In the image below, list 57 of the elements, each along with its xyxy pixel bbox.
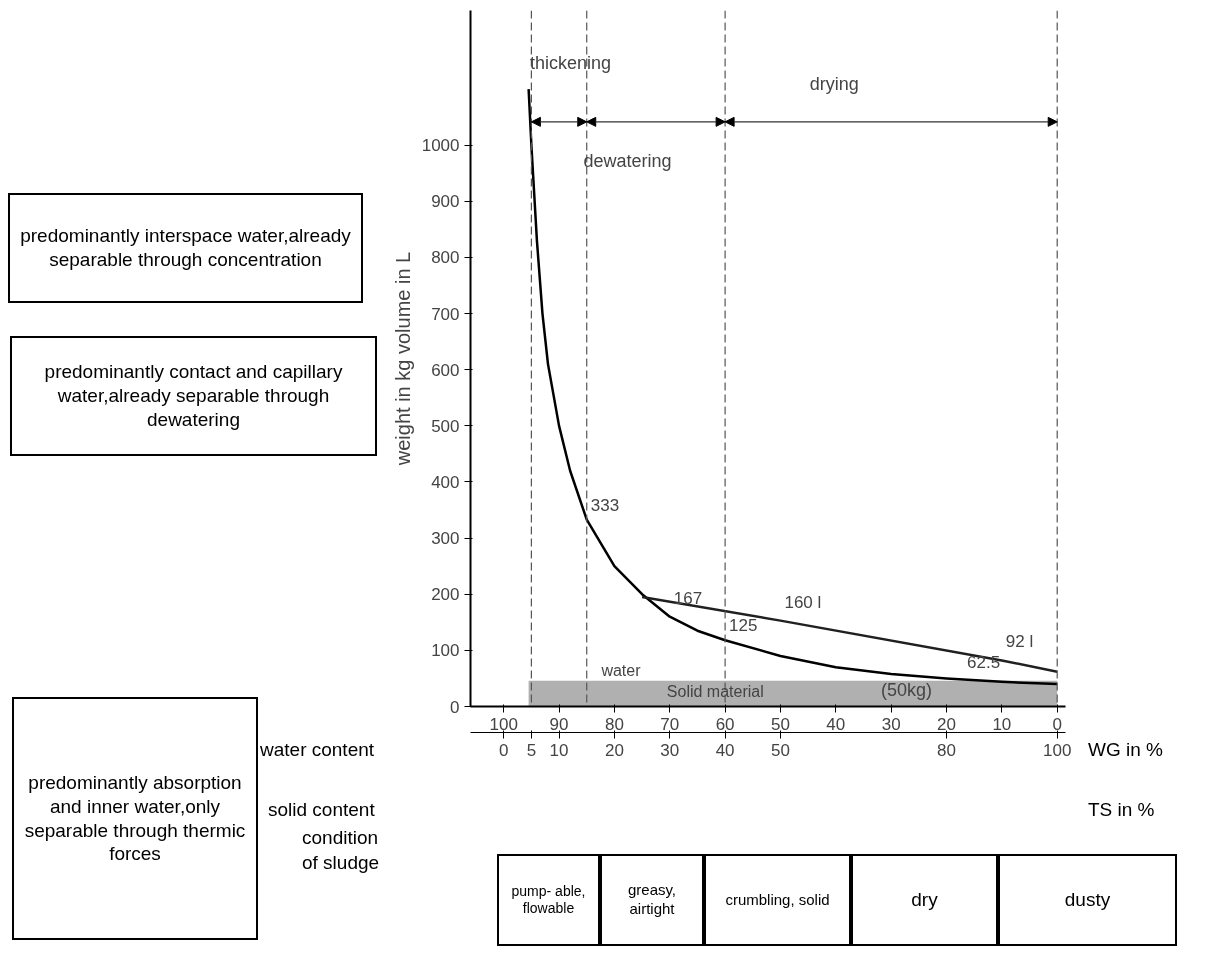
text: dry (851, 854, 998, 946)
text: solid content (268, 798, 375, 822)
x-tick-label: 60 (715, 714, 735, 734)
x-tick-label: 10 (992, 714, 1012, 734)
x-tick-label: 0 (1052, 714, 1062, 734)
x2-tick-label: 0 (498, 740, 509, 760)
annotation: drying (809, 74, 859, 95)
x2-tick-label: 20 (604, 740, 624, 760)
text: greasy, airtight (600, 854, 704, 946)
text: crumbling, solid (704, 854, 851, 946)
x-tick-label: 50 (771, 714, 790, 734)
x2-tick-label: 80 (937, 740, 956, 760)
y-tick-label: 1000 (421, 136, 460, 156)
text: dusty (998, 854, 1177, 946)
x2-tick-label: 30 (660, 740, 680, 760)
x-tick-label: 90 (549, 714, 569, 734)
x-tick-label: 100 (489, 714, 518, 734)
y-tick-label: 800 (431, 248, 460, 268)
x-tick-label: 80 (604, 714, 624, 734)
y-axis-title: weight in kg volume in L (391, 251, 414, 467)
text: predominantly contact and capillary water,already separable through dewatering (10, 336, 377, 456)
y-tick-label: 300 (431, 529, 460, 549)
annotation: 62.5 (967, 653, 1001, 673)
annotation: water (600, 661, 642, 679)
text: condition of sludge (302, 826, 381, 875)
x2-tick-label: 10 (549, 740, 569, 760)
y-tick-label: 700 (431, 304, 460, 324)
annotation: 333 (590, 495, 620, 515)
annotation: thickening (530, 53, 612, 74)
x2-tick-label: 5 (526, 740, 537, 760)
x2-tick-label: 50 (771, 740, 790, 760)
annotation: 92 l (1005, 632, 1034, 652)
x-tick-label: 30 (881, 714, 901, 734)
x-tick-label: 20 (937, 714, 956, 734)
x2-axis-title: TS in % (1088, 798, 1155, 822)
x2-tick-label: 40 (715, 740, 735, 760)
text: predominantly interspace water,already separable through concentration (8, 193, 363, 303)
text: pump- able, flowable (497, 854, 600, 946)
annotation: 125 (729, 616, 758, 636)
y-tick-label: 0 (450, 697, 460, 717)
y-tick-label: 600 (431, 360, 460, 380)
x-tick-label: 70 (660, 714, 680, 734)
x-axis-title: WG in % (1088, 738, 1163, 762)
y-tick-label: 200 (431, 585, 460, 605)
annotation: dewatering (583, 150, 672, 171)
y-tick-label: 100 (431, 641, 460, 661)
annotation: 160 l (784, 592, 822, 612)
y-tick-label: 400 (431, 472, 460, 492)
annotation: Solid material (666, 682, 764, 700)
y-tick-label: 900 (431, 192, 460, 212)
x-tick-label: 40 (826, 714, 846, 734)
x2-tick-label: 100 (1043, 740, 1072, 760)
annotation: 167 (673, 588, 703, 608)
y-tick-label: 500 (431, 416, 460, 436)
text: predominantly absorption and inner water,only separable through thermic forces (12, 697, 258, 940)
text: water content (260, 738, 375, 762)
annotation: (50kg) (881, 679, 933, 700)
